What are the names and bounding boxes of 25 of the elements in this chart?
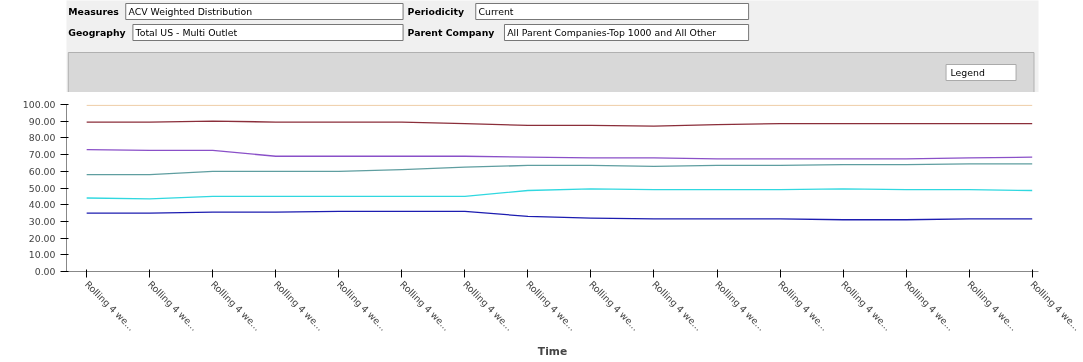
text: Parent Company: [407, 27, 495, 38]
text: Legend: [950, 67, 985, 78]
y-tick-label: 80.00: [28, 132, 56, 144]
y-tick-label: 30.00: [28, 215, 56, 227]
line-series: [86, 210, 1033, 221]
y-tick-label: 50.00: [28, 182, 56, 194]
line-series: [86, 188, 1033, 200]
y-tick-label: 40.00: [28, 199, 56, 211]
y-tick-label: 70.00: [28, 149, 56, 161]
line-series: [86, 163, 1033, 176]
text: ACV Weighted Distribution: [128, 6, 253, 17]
text: Total US - Multi Outlet: [134, 27, 238, 38]
y-tick-label: 60.00: [28, 165, 56, 177]
text: All Parent Companies-Top 1000 and All Other: [507, 27, 717, 38]
text: Geography: [68, 27, 126, 38]
x-axis-title: Time: [537, 344, 568, 358]
text: Periodicity: [407, 6, 465, 17]
y-tick-label: 20.00: [28, 232, 56, 244]
text: Current: [478, 6, 514, 17]
text: Measures: [68, 6, 120, 17]
y-tick-label: 10.00: [28, 249, 56, 261]
y-tick-label: 100.00: [22, 99, 56, 110]
y-tick-label: 90.00: [28, 115, 56, 127]
y-tick-label: 0.00: [34, 266, 56, 277]
line-series: [86, 148, 1033, 160]
